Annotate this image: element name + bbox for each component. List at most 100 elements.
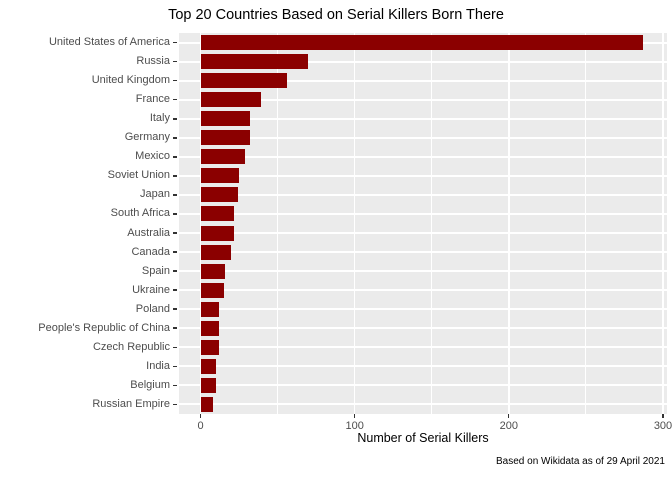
y-axis: United States of America Russia United Kin… (0, 33, 179, 414)
y-tick-belgium (173, 384, 177, 387)
y-tick-italy (173, 117, 177, 120)
row-gridline-germany (179, 136, 667, 139)
row-gridline-poland (179, 308, 667, 311)
y-label-france: France (135, 93, 170, 106)
bar-canada (200, 244, 232, 260)
major-gridline-100 (353, 33, 356, 414)
x-tick-300 (662, 414, 664, 418)
y-label-russia: Russia (136, 55, 170, 68)
y-tick-spain (173, 270, 177, 272)
y-label-ukraine: Ukraine (132, 283, 170, 296)
bar-france (200, 92, 261, 108)
bar-people-s-republic-of-china (200, 320, 219, 336)
row-gridline-czech-republic (179, 346, 667, 349)
y-label-united-states-of-america: United States of America (48, 36, 170, 48)
bar-south-africa (200, 206, 235, 222)
y-tick-japan (173, 194, 177, 196)
row-gridline-france (179, 98, 667, 101)
row-gridline-belgium (179, 384, 667, 387)
bar-russia (200, 54, 309, 70)
x-tick-label-300: 300 (653, 420, 672, 432)
x-tick-label-200: 200 (499, 420, 518, 432)
y-label-australia: Australia (127, 226, 170, 239)
x-tick-0 (199, 414, 202, 418)
y-tick-poland (173, 308, 177, 311)
y-tick-australia (173, 232, 177, 234)
minor-gridline-50 (277, 33, 279, 414)
row-gridline-spain (179, 270, 667, 273)
chart-caption: Based on Wikidata as of 29 April 2021 (496, 456, 665, 467)
chart-title: Top 20 Countries Based on Serial Killers… (168, 7, 504, 23)
row-gridline-united-kingdom (179, 79, 667, 82)
y-label-mexico: Mexico (135, 150, 170, 163)
bar-russian-empire (200, 396, 213, 412)
y-label-spain: Spain (141, 264, 170, 277)
row-gridline-russia (179, 60, 667, 63)
row-gridline-ukraine (179, 289, 667, 292)
x-tick-label-100: 100 (345, 420, 364, 432)
y-tick-ukraine (173, 289, 177, 291)
bar-soviet-union (200, 168, 240, 184)
row-gridline-india (179, 365, 667, 368)
x-axis-title: Number of Serial Killers (357, 431, 489, 445)
y-label-germany: Germany (124, 131, 170, 144)
bar-germany (200, 130, 250, 146)
bar-italy (200, 111, 250, 127)
y-tick-mexico (173, 156, 177, 158)
plot-panel (179, 33, 667, 414)
row-gridline-canada (179, 251, 667, 254)
y-label-italy: Italy (149, 112, 170, 125)
bar-united-states-of-america (200, 35, 643, 51)
y-tick-united-states-of-america (173, 41, 177, 44)
row-gridline-south-africa (179, 212, 667, 215)
bar-united-kingdom (200, 73, 287, 89)
y-tick-south-africa (173, 213, 177, 215)
x-tick-100 (354, 414, 356, 418)
bar-czech-republic (200, 339, 219, 355)
y-label-russian-empire: Russian Empire (92, 397, 170, 410)
x-axis: 0 100 200 300 (179, 414, 672, 444)
bar-australia (200, 225, 235, 241)
minor-gridline-150 (431, 33, 433, 414)
row-gridline-australia (179, 232, 667, 235)
row-gridline-people-s-republic-of-china (179, 327, 667, 330)
y-label-united-kingdom: United Kingdom (91, 74, 170, 87)
major-gridline-0 (199, 33, 202, 414)
y-label-japan: Japan (140, 188, 170, 201)
bar-mexico (200, 149, 246, 165)
y-label-canada: Canada (131, 245, 170, 258)
y-tick-people-s-republic-of-china (173, 327, 177, 330)
row-gridline-italy (179, 117, 667, 120)
y-tick-czech-republic (173, 346, 177, 349)
y-label-czech-republic: Czech Republic (92, 340, 170, 353)
y-tick-united-kingdom (173, 79, 177, 82)
y-tick-soviet-union (173, 175, 177, 177)
y-label-soviet-union: Soviet Union (107, 169, 170, 182)
bar-spain (200, 263, 226, 279)
row-gridline-soviet-union (179, 174, 667, 177)
y-tick-germany (173, 136, 177, 139)
y-tick-russian-empire (173, 403, 177, 406)
y-label-poland: Poland (135, 302, 170, 315)
major-gridline-200 (508, 33, 510, 414)
bar-poland (200, 301, 219, 317)
bar-japan (200, 187, 238, 203)
y-tick-india (173, 365, 177, 368)
y-tick-russia (173, 60, 177, 63)
major-gridline-300 (662, 33, 664, 414)
row-gridline-mexico (179, 155, 667, 158)
y-label-south-africa: South Africa (110, 207, 170, 220)
x-tick-label-0: 0 (197, 420, 204, 432)
bar-ukraine (200, 282, 224, 298)
row-gridline-russian-empire (179, 403, 667, 406)
y-label-belgium: Belgium (130, 378, 170, 391)
y-tick-france (173, 98, 177, 101)
y-tick-canada (173, 251, 177, 253)
bar-india (200, 358, 216, 374)
y-label-india: India (146, 359, 170, 372)
x-tick-200 (508, 414, 510, 418)
row-gridline-japan (179, 193, 667, 196)
y-label-people-s-republic-of-china: People's Republic of China (38, 321, 170, 334)
bar-belgium (200, 377, 216, 393)
